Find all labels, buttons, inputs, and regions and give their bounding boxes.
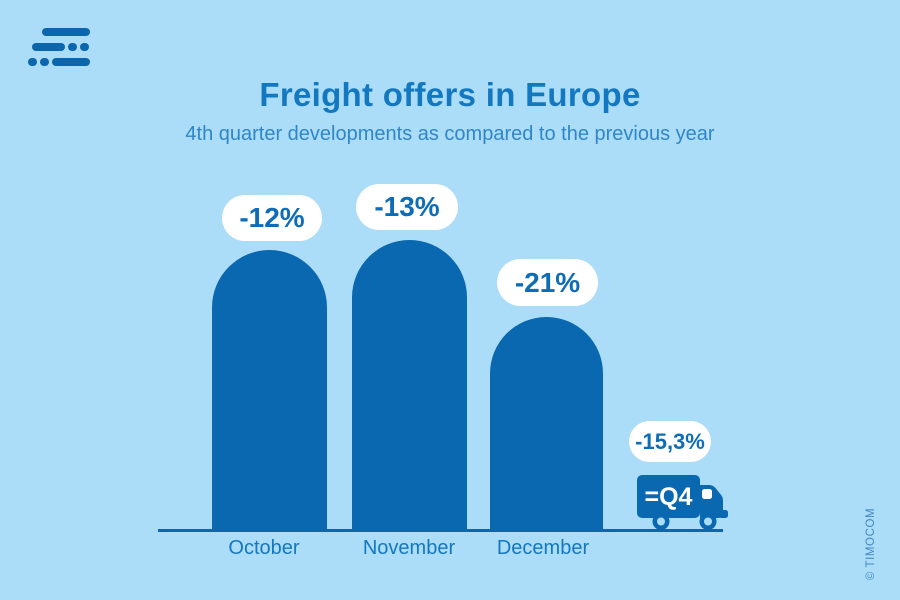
value-bubble-october: -12%	[222, 195, 322, 241]
timocom-logo-icon	[28, 28, 90, 66]
logo-dot	[28, 58, 37, 66]
x-label-october: October	[228, 537, 300, 559]
logo-bar	[32, 43, 65, 51]
bar-november	[352, 240, 467, 531]
truck-cargo-box	[637, 475, 700, 518]
truck-bumper	[719, 510, 728, 518]
x-label-november: November	[362, 537, 456, 559]
logo-dot	[40, 58, 49, 66]
value-bubble-december: -21%	[497, 259, 598, 306]
value-bubble-q4-total: -15,3%	[629, 421, 711, 462]
logo-bar	[52, 58, 90, 66]
x-axis-line	[158, 529, 723, 532]
value-bubble-november: -13%	[356, 184, 458, 230]
q4-label: =Q4	[645, 483, 693, 511]
x-label-december: December	[496, 537, 590, 559]
truck-icon: =Q4	[635, 470, 730, 532]
truck-window	[702, 489, 712, 499]
logo-bar	[42, 28, 90, 36]
copyright-text: © TIMOCOM	[865, 507, 877, 581]
bar-december	[490, 317, 603, 531]
chart-title: Freight offers in Europe	[259, 76, 641, 113]
logo-dot	[80, 43, 89, 51]
logo-dot	[68, 43, 77, 51]
chart-subtitle: 4th quarter developments as compared to …	[185, 123, 715, 145]
bar-october	[212, 250, 327, 531]
